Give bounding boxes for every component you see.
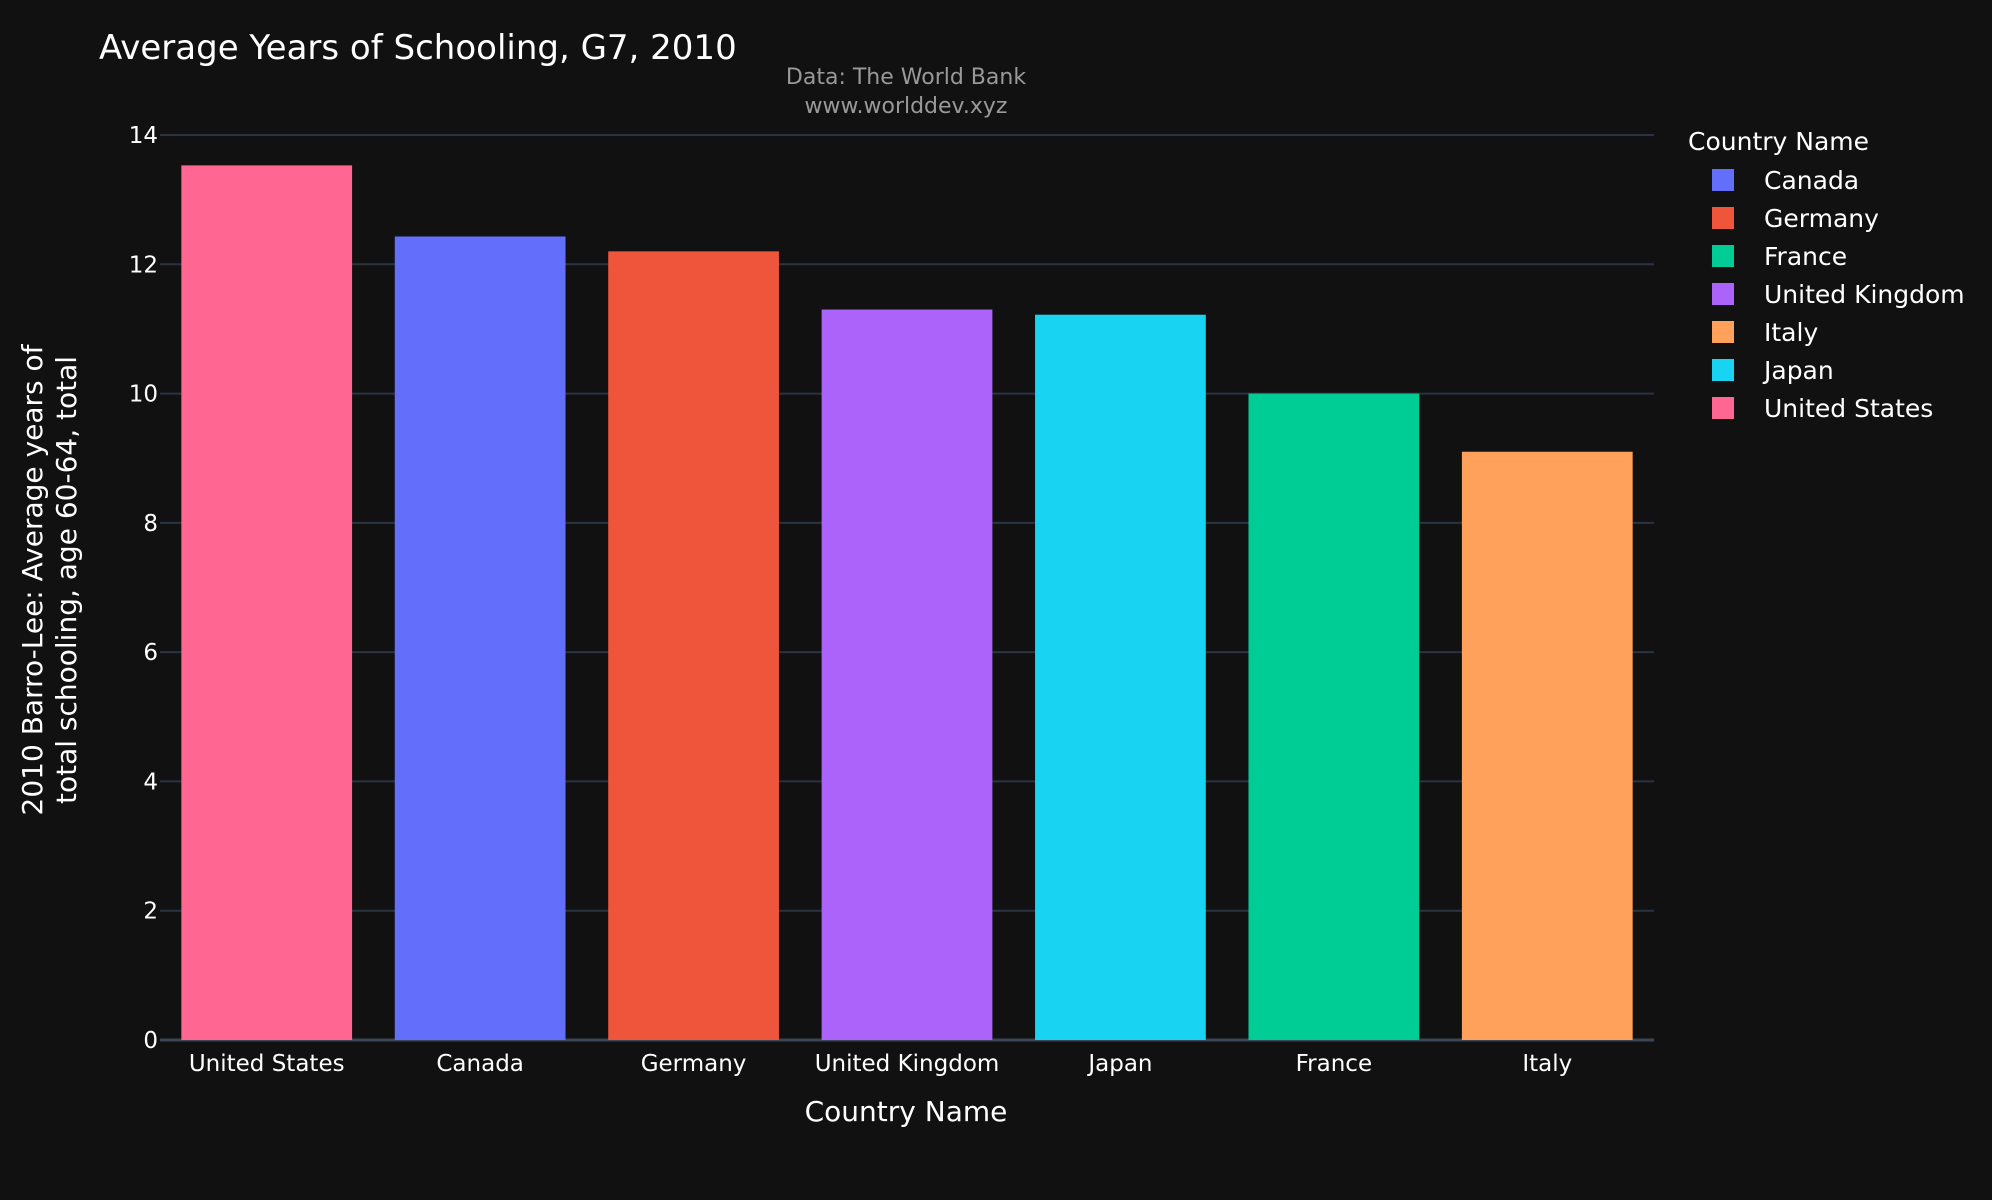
bars — [181, 165, 1633, 1041]
legend-item-germany[interactable]: Germany — [1712, 204, 1879, 233]
x-axis-title: Country Name — [805, 1095, 1008, 1128]
bar-united-states[interactable] — [181, 165, 353, 1040]
legend-swatch — [1712, 283, 1734, 305]
bar-germany[interactable] — [608, 251, 779, 1040]
y-axis-ticks: 0 2 4 6 8 10 12 14 — [129, 123, 158, 1054]
y-axis-title: 2010 Barro-Lee: Average years of total s… — [16, 343, 83, 815]
y-tick-label: 6 — [143, 640, 158, 666]
x-tick-label: Canada — [436, 1051, 524, 1077]
bar-japan[interactable] — [1035, 314, 1206, 1040]
x-tick-label: United States — [189, 1051, 345, 1077]
legend-label: Canada — [1764, 166, 1859, 195]
legend-swatch — [1712, 207, 1734, 229]
legend-label: United States — [1764, 394, 1933, 423]
legend-item-united-states[interactable]: United States — [1712, 394, 1933, 423]
y-tick-label: 8 — [143, 511, 158, 537]
x-tick-label: Germany — [641, 1051, 747, 1077]
legend-item-united-kingdom[interactable]: United Kingdom — [1712, 280, 1965, 309]
chart-subtitle-line-1: Data: The World Bank — [786, 65, 1026, 90]
legend[interactable]: Country Name Canada Germany France United K… — [1688, 127, 1965, 423]
legend-swatch — [1712, 359, 1734, 381]
y-tick-label: 10 — [129, 382, 158, 408]
legend-label: France — [1764, 242, 1847, 271]
chart-title: Average Years of Schooling, G7, 2010 — [99, 28, 737, 68]
legend-label: Germany — [1764, 204, 1879, 233]
y-axis-title-line-2: total schooling, age 60-64, total — [50, 356, 83, 804]
legend-title: Country Name — [1688, 127, 1869, 156]
bar-france[interactable] — [1248, 393, 1420, 1041]
x-axis-ticks: United States Canada Germany United Kingdom… — [189, 1051, 1572, 1077]
x-tick-label: France — [1296, 1051, 1372, 1077]
legend-label: Japan — [1762, 356, 1834, 385]
x-tick-label: Italy — [1522, 1051, 1572, 1077]
x-tick-label: Japan — [1086, 1051, 1152, 1077]
chart-subtitle-line-2: www.worlddev.xyz — [805, 94, 1008, 119]
legend-item-japan[interactable]: Japan — [1712, 356, 1834, 385]
legend-swatch — [1712, 245, 1734, 267]
x-tick-label: United Kingdom — [815, 1051, 1000, 1077]
legend-item-italy[interactable]: Italy — [1712, 318, 1818, 347]
bar-canada[interactable] — [394, 236, 566, 1041]
bar-italy[interactable] — [1461, 451, 1633, 1040]
y-tick-label: 2 — [143, 899, 158, 925]
legend-label: Italy — [1764, 318, 1818, 347]
y-tick-label: 0 — [143, 1028, 158, 1054]
y-axis-title-line-1: 2010 Barro-Lee: Average years of — [16, 343, 49, 815]
legend-label: United Kingdom — [1764, 280, 1965, 309]
legend-swatch — [1712, 321, 1734, 343]
y-tick-label: 12 — [129, 252, 158, 278]
legend-item-france[interactable]: France — [1712, 242, 1847, 271]
legend-swatch — [1712, 169, 1734, 191]
legend-swatch — [1712, 397, 1734, 419]
y-tick-label: 14 — [129, 123, 158, 149]
legend-item-canada[interactable]: Canada — [1712, 166, 1859, 195]
bar-united-kingdom[interactable] — [821, 309, 993, 1040]
y-tick-label: 4 — [143, 769, 158, 795]
